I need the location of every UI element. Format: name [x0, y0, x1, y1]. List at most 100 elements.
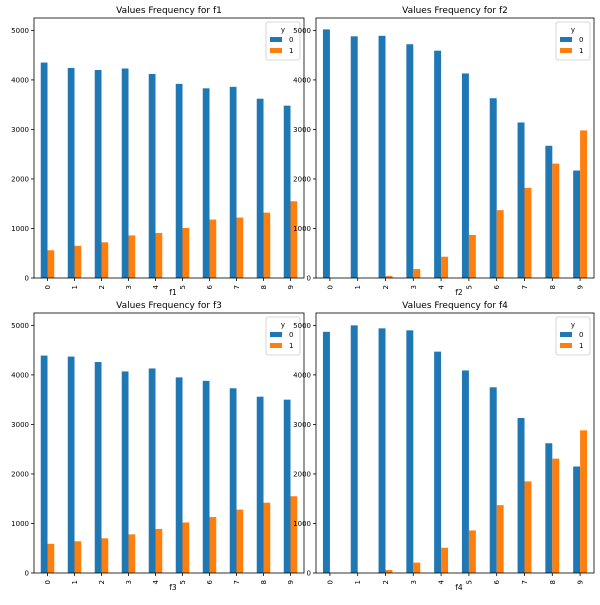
- y-tick-label: 5000: [11, 27, 29, 35]
- legend-title: y: [281, 26, 285, 34]
- y-tick-label: 5000: [293, 322, 311, 330]
- bar-series-1-cat-7: [236, 217, 244, 278]
- x-tick-label: 8: [260, 285, 268, 289]
- bar-series-1-cat-9: [290, 496, 298, 573]
- legend-swatch-1: [560, 48, 572, 53]
- y-tick-label: 3000: [293, 421, 311, 429]
- x-tick-label: 5: [465, 285, 473, 289]
- bar-series-1-cat-9: [580, 430, 588, 573]
- x-tick-label: 6: [206, 284, 214, 289]
- bar-series-1-cat-6: [209, 517, 217, 573]
- x-tick-label: 0: [326, 285, 334, 289]
- bar-series-0-cat-7: [517, 122, 525, 278]
- legend-label-0: 0: [579, 331, 583, 339]
- bar-series-0-cat-4: [148, 368, 156, 573]
- bar-series-0-cat-7: [229, 86, 237, 278]
- y-tick-label: 2000: [11, 175, 29, 183]
- x-tick-label: 3: [410, 285, 418, 289]
- bar-series-0-cat-9: [283, 105, 291, 278]
- x-axis-label: f4: [455, 583, 463, 592]
- chart-title: Values Frequency for f3: [116, 301, 222, 311]
- bar-series-1-cat-2: [385, 276, 393, 278]
- x-tick-label: 1: [71, 580, 79, 584]
- x-tick-label: 2: [98, 580, 106, 584]
- legend-label-1: 1: [579, 342, 583, 350]
- y-tick-label: 1000: [293, 225, 311, 233]
- legend-swatch-0: [270, 332, 282, 337]
- x-tick-label: 4: [438, 579, 446, 584]
- x-tick-label: 5: [465, 580, 473, 584]
- bar-series-0-cat-6: [202, 88, 210, 278]
- legend-label-0: 0: [579, 36, 583, 44]
- bar-series-1-cat-0: [47, 543, 55, 573]
- x-tick-label: 2: [382, 285, 390, 289]
- bar-series-1-cat-8: [552, 163, 560, 278]
- y-tick-label: 4000: [11, 76, 29, 84]
- legend-label-1: 1: [579, 47, 583, 55]
- bar-series-0-cat-4: [148, 73, 156, 279]
- bar-series-1-cat-4: [155, 528, 163, 573]
- chart-panel-3: Values Frequency for f3 0 1000 2000 3000 4000…: [11, 301, 305, 592]
- bar-series-1-cat-4: [155, 232, 163, 278]
- bar-series-1-cat-7: [524, 187, 532, 278]
- legend-swatch-0: [270, 37, 282, 42]
- legend-title: y: [571, 321, 575, 329]
- bar-series-0-cat-2: [378, 35, 386, 278]
- x-tick-label: 0: [44, 285, 52, 289]
- x-tick-label: 5: [179, 580, 187, 584]
- chart-title: Values Frequency for f2: [402, 6, 508, 16]
- x-tick-label: 3: [410, 580, 418, 584]
- x-tick-label: 2: [382, 580, 390, 584]
- y-tick-label: 4000: [293, 76, 311, 84]
- x-tick-label: 6: [206, 579, 214, 584]
- bar-series-0-cat-7: [517, 417, 525, 573]
- x-tick-label: 9: [577, 580, 585, 584]
- x-tick-label: 8: [260, 580, 268, 584]
- bar-series-1-cat-7: [524, 481, 532, 573]
- bar-series-1-cat-3: [413, 269, 421, 278]
- x-tick-label: 5: [179, 285, 187, 289]
- y-tick-label: 0: [307, 570, 311, 578]
- bar-series-1-cat-8: [263, 502, 271, 573]
- bar-series-0-cat-1: [67, 68, 75, 279]
- x-tick-label: 3: [125, 580, 133, 584]
- x-tick-label: 1: [354, 285, 362, 289]
- bar-series-0-cat-1: [350, 325, 358, 573]
- bar-series-1-cat-6: [496, 505, 504, 573]
- bar-series-0-cat-2: [94, 362, 102, 573]
- bar-series-0-cat-5: [461, 73, 469, 278]
- bar-series-1-cat-5: [182, 227, 190, 278]
- bar-series-0-cat-3: [121, 371, 129, 573]
- bar-series-1-cat-3: [128, 534, 136, 573]
- x-tick-label: 1: [71, 285, 79, 289]
- bar-series-0-cat-5: [175, 377, 183, 573]
- x-tick-label: 3: [125, 285, 133, 289]
- y-tick-label: 3000: [11, 421, 29, 429]
- x-tick-label: 7: [521, 580, 529, 584]
- legend-swatch-1: [560, 343, 572, 348]
- bar-series-0-cat-1: [67, 356, 75, 573]
- bar-series-0-cat-3: [406, 330, 414, 573]
- y-tick-label: 5000: [293, 27, 311, 35]
- y-tick-label: 3000: [293, 126, 311, 134]
- plot-frame: [315, 17, 595, 279]
- legend-label-0: 0: [289, 36, 293, 44]
- chart-panel-4: Values Frequency for f4 0 1000 2000 3000 4000…: [293, 301, 595, 592]
- y-tick-label: 2000: [293, 470, 311, 478]
- legend-label-1: 1: [289, 47, 293, 55]
- bar-series-1-cat-1: [74, 541, 82, 573]
- x-tick-label: 7: [233, 580, 241, 584]
- bar-series-1-cat-2: [101, 538, 109, 573]
- bar-series-1-cat-3: [413, 562, 421, 573]
- bar-series-0-cat-3: [121, 68, 129, 278]
- chart-title: Values Frequency for f1: [116, 6, 222, 16]
- bar-series-0-cat-3: [406, 44, 414, 278]
- bar-series-0-cat-6: [202, 380, 210, 573]
- y-tick-label: 0: [25, 570, 29, 578]
- y-tick-label: 0: [307, 275, 311, 283]
- y-tick-label: 0: [25, 275, 29, 283]
- y-tick-label: 5000: [11, 322, 29, 330]
- bar-series-1-cat-3: [128, 235, 136, 278]
- y-tick-label: 1000: [11, 225, 29, 233]
